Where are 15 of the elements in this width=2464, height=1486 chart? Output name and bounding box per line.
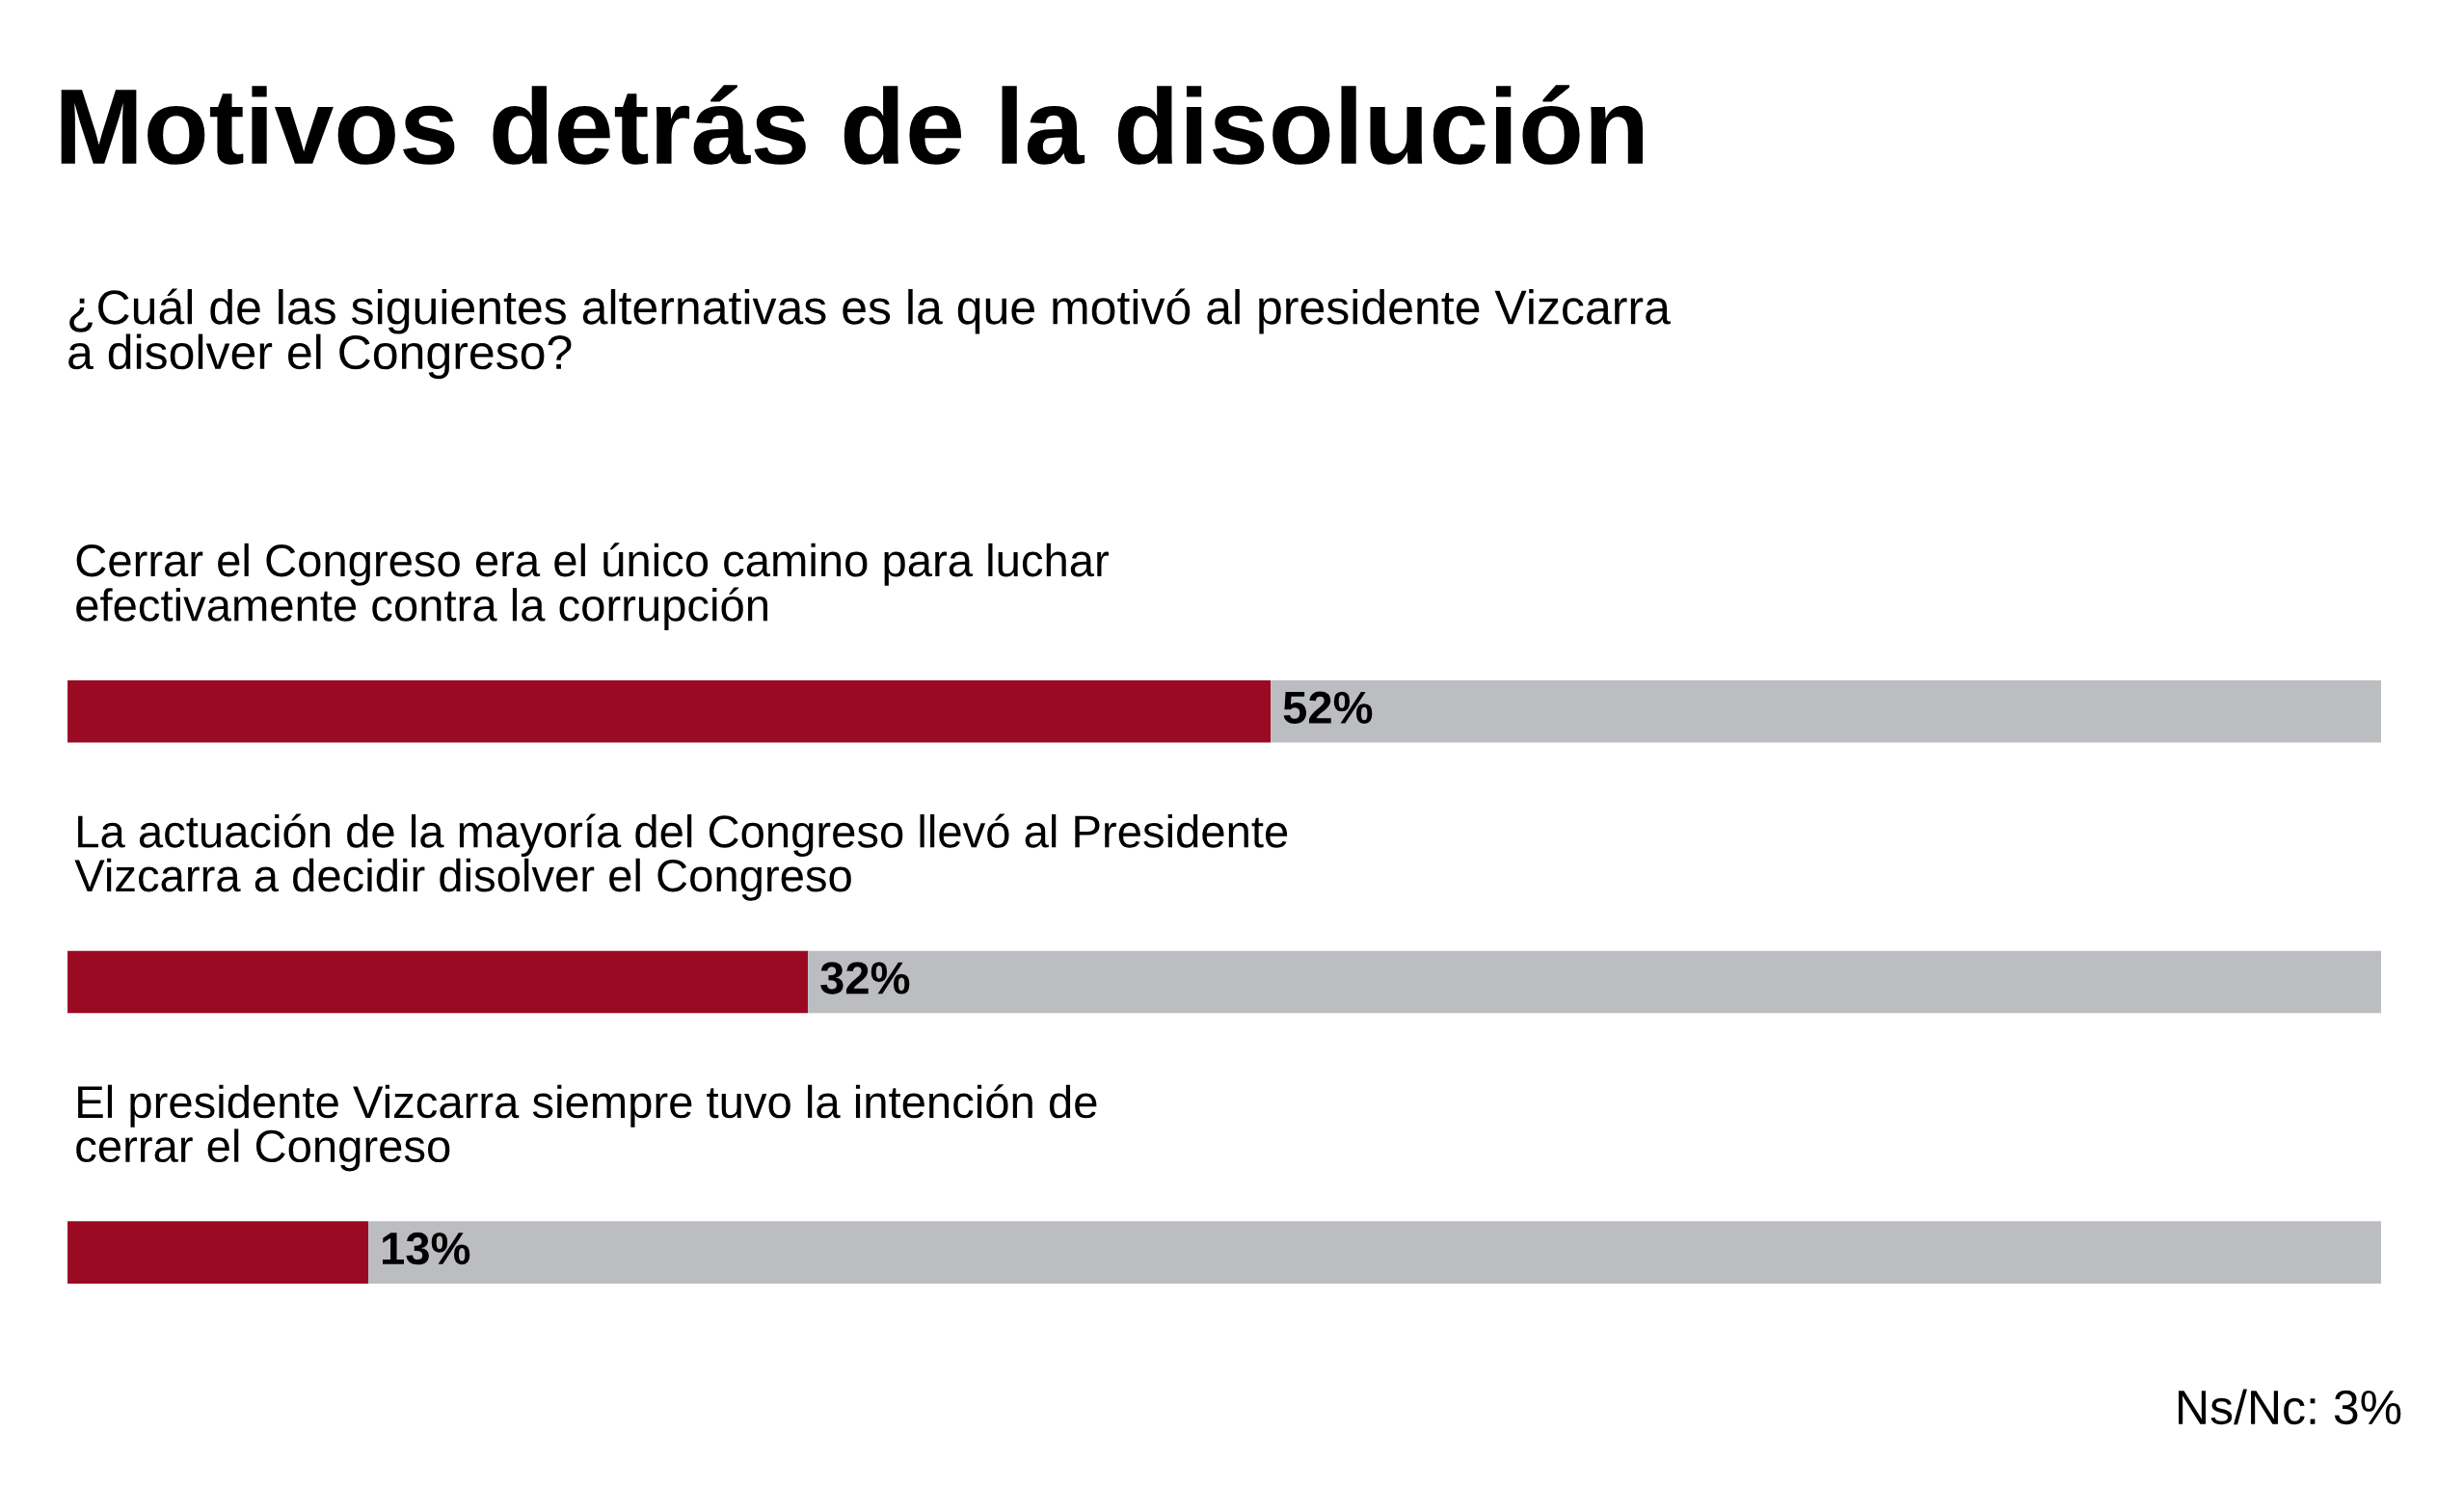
bar xyxy=(67,680,1272,743)
chart-title: Motivos detrás de la disolución xyxy=(61,85,1643,165)
bar xyxy=(67,950,809,1014)
bar xyxy=(808,950,2382,1014)
data-label: 52% xyxy=(1283,691,1373,724)
y-tick-label: Cerrar el Congreso era el único camino para luchar efectivamente contra la corrupción xyxy=(76,543,1109,631)
data-label: 13% xyxy=(383,1232,470,1265)
bar xyxy=(368,1221,2382,1284)
bar xyxy=(67,1221,369,1284)
y-tick-label: El presidente Vizcarra siempre tuvo la intención de cerrar el Congreso xyxy=(76,1084,1097,1172)
data-label: 32% xyxy=(820,962,910,995)
text: Ns/Nc: 3% xyxy=(2179,1389,2401,1425)
chart-subtitle: ¿Cuál de las siguientes alternativas es la que motivó al presidente Vizcarra a disolver el Congreso? xyxy=(68,288,1671,380)
y-tick-label: La actuación de la mayoría del Congreso llevó al Presidente Vizcarra a decidir disolver el Congreso xyxy=(74,813,1288,901)
bar xyxy=(1271,680,2382,743)
